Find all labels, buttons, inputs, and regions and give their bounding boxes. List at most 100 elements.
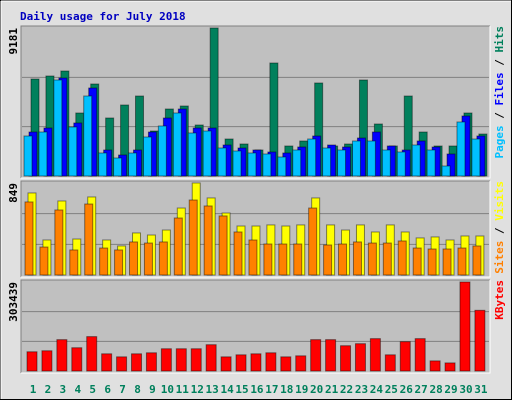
legend: Sites / Visits bbox=[493, 181, 506, 274]
bar bbox=[116, 356, 128, 372]
bar bbox=[24, 201, 34, 276]
bar bbox=[129, 241, 139, 276]
x-tick-label: 29 bbox=[444, 383, 457, 396]
bar bbox=[367, 242, 377, 276]
bar bbox=[217, 147, 227, 177]
legend-entry: Sites bbox=[493, 241, 506, 274]
x-tick-label: 11 bbox=[176, 383, 190, 396]
bar bbox=[232, 150, 242, 177]
x-tick-label: 3 bbox=[60, 383, 67, 396]
bar bbox=[84, 203, 94, 276]
panel-light bbox=[21, 26, 491, 179]
x-tick-label: 25 bbox=[385, 383, 398, 396]
bar bbox=[190, 348, 202, 372]
x-tick-label: 13 bbox=[206, 383, 219, 396]
y-tick-label: 849 bbox=[7, 183, 20, 203]
bar bbox=[351, 140, 361, 177]
bar bbox=[338, 243, 348, 276]
bar bbox=[442, 248, 452, 276]
x-tick-label: 15 bbox=[235, 383, 248, 396]
bar bbox=[352, 241, 362, 276]
bar bbox=[220, 356, 232, 372]
bar bbox=[263, 243, 273, 276]
bar bbox=[39, 246, 49, 276]
bar bbox=[203, 205, 213, 276]
bar bbox=[382, 242, 392, 276]
bar bbox=[280, 356, 292, 372]
bar bbox=[472, 245, 482, 276]
legend-entry: KBytes bbox=[493, 280, 506, 320]
bar bbox=[429, 360, 441, 372]
bar bbox=[381, 149, 391, 177]
panel-shadow bbox=[20, 25, 490, 178]
x-tick-label: 23 bbox=[355, 383, 368, 396]
bar bbox=[411, 144, 421, 177]
bar bbox=[218, 215, 228, 276]
x-tick-label: 16 bbox=[250, 383, 264, 396]
bar bbox=[265, 352, 277, 372]
x-tick-label: 1 bbox=[30, 383, 37, 396]
legend-entry: Files bbox=[493, 72, 506, 105]
bar bbox=[158, 241, 168, 276]
bar bbox=[202, 130, 212, 177]
bar bbox=[145, 352, 157, 372]
x-tick-label: 6 bbox=[104, 383, 111, 396]
bar bbox=[340, 345, 352, 372]
bar bbox=[101, 353, 113, 372]
bar bbox=[173, 217, 183, 276]
bar bbox=[86, 336, 98, 372]
legend-separator: / bbox=[493, 221, 506, 241]
bar bbox=[337, 149, 347, 177]
bar bbox=[157, 125, 167, 177]
x-tick-label: 7 bbox=[119, 383, 126, 396]
chart-title: Daily usage for July 2018 bbox=[20, 10, 186, 23]
bar bbox=[366, 140, 376, 177]
bar bbox=[175, 348, 187, 372]
bar bbox=[396, 151, 406, 177]
x-tick-label: 26 bbox=[400, 383, 414, 396]
bar bbox=[444, 362, 456, 372]
bar bbox=[325, 339, 337, 372]
x-tick-label: 5 bbox=[89, 383, 96, 396]
bar bbox=[262, 153, 272, 177]
bar bbox=[248, 239, 258, 276]
bar bbox=[459, 281, 471, 372]
bar bbox=[233, 231, 243, 276]
bar bbox=[471, 138, 481, 177]
legend-entry: Visits bbox=[493, 181, 506, 221]
x-tick-label: 21 bbox=[325, 383, 339, 396]
bar bbox=[456, 121, 466, 177]
bar bbox=[308, 207, 318, 276]
bar bbox=[414, 338, 426, 372]
bar bbox=[160, 348, 172, 372]
x-tick-label: 24 bbox=[370, 383, 384, 396]
bar bbox=[322, 147, 332, 177]
x-tick-label: 22 bbox=[340, 383, 353, 396]
bar bbox=[307, 138, 317, 177]
y-tick-label: 9181 bbox=[7, 28, 20, 55]
bar bbox=[412, 247, 422, 276]
bar bbox=[131, 353, 143, 372]
bar bbox=[247, 152, 257, 177]
bar bbox=[188, 199, 198, 276]
bar bbox=[187, 132, 197, 177]
bar bbox=[250, 353, 262, 372]
bar bbox=[98, 152, 108, 177]
legend-separator: / bbox=[493, 106, 506, 126]
bar bbox=[278, 243, 288, 276]
x-tick-label: 9 bbox=[149, 383, 156, 396]
bar bbox=[172, 112, 182, 177]
bar bbox=[99, 247, 109, 276]
x-tick-label: 31 bbox=[474, 383, 488, 396]
legend-separator: / bbox=[493, 53, 506, 73]
x-tick-label: 17 bbox=[265, 383, 278, 396]
bar bbox=[128, 152, 138, 177]
panel-shadow bbox=[20, 279, 490, 373]
x-tick-label: 30 bbox=[459, 383, 472, 396]
bar bbox=[457, 247, 467, 276]
bar bbox=[54, 209, 64, 276]
bar bbox=[23, 135, 33, 177]
bar bbox=[68, 126, 78, 177]
bar bbox=[295, 355, 307, 372]
